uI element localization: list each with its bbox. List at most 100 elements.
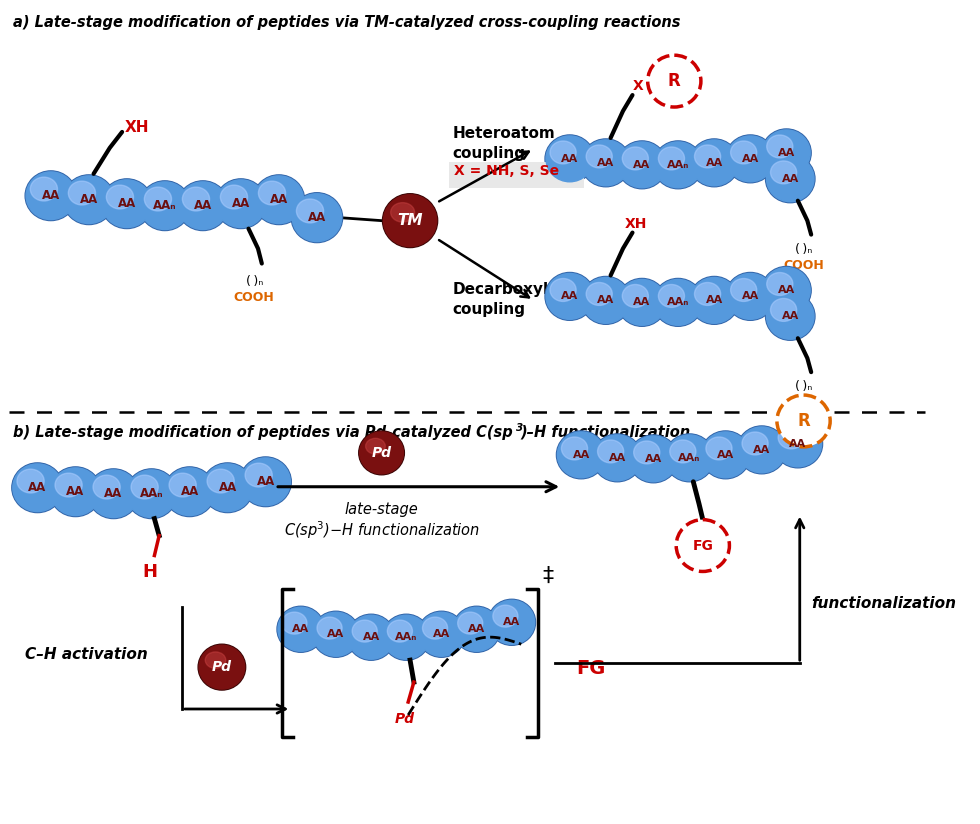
Text: AA: AA — [79, 193, 98, 206]
Text: ( )ₙ: ( )ₙ — [795, 380, 812, 393]
Text: R: R — [797, 412, 809, 430]
Ellipse shape — [245, 463, 272, 487]
Ellipse shape — [88, 469, 139, 518]
Ellipse shape — [131, 475, 158, 499]
Ellipse shape — [50, 467, 101, 517]
Ellipse shape — [359, 431, 405, 475]
Text: late-stage: late-stage — [345, 502, 418, 517]
Ellipse shape — [102, 180, 152, 227]
Ellipse shape — [240, 457, 291, 507]
Ellipse shape — [382, 194, 438, 247]
Ellipse shape — [594, 435, 641, 480]
Ellipse shape — [664, 434, 714, 482]
Text: AA: AA — [363, 632, 379, 642]
Ellipse shape — [203, 464, 252, 512]
Text: AA: AA — [633, 160, 651, 170]
Ellipse shape — [690, 139, 739, 187]
Ellipse shape — [557, 431, 606, 479]
Ellipse shape — [582, 140, 629, 185]
Ellipse shape — [726, 274, 774, 320]
Text: AA: AA — [270, 193, 288, 206]
Text: AA: AA — [782, 174, 799, 184]
Text: AA: AA — [468, 625, 485, 634]
Ellipse shape — [731, 141, 757, 164]
Ellipse shape — [63, 175, 115, 225]
Ellipse shape — [558, 432, 605, 478]
Ellipse shape — [725, 135, 775, 183]
Ellipse shape — [313, 611, 360, 658]
Ellipse shape — [659, 284, 684, 307]
Ellipse shape — [770, 298, 797, 321]
Text: C–H activation: C–H activation — [25, 647, 148, 662]
Text: FG: FG — [692, 539, 713, 553]
Text: AA: AA — [562, 154, 578, 164]
Text: b) Late-stage modification of peptides via Pd-catalyzed C(sp: b) Late-stage modification of peptides v… — [13, 425, 513, 440]
Text: )–H functionalization: )–H functionalization — [520, 425, 691, 440]
Ellipse shape — [417, 611, 466, 658]
Text: AA: AA — [778, 285, 795, 296]
Ellipse shape — [765, 293, 815, 340]
Ellipse shape — [695, 145, 720, 168]
Ellipse shape — [391, 203, 415, 222]
Ellipse shape — [453, 606, 501, 653]
Text: functionalization: functionalization — [811, 596, 956, 611]
Ellipse shape — [691, 140, 738, 185]
Ellipse shape — [654, 141, 703, 189]
Ellipse shape — [634, 441, 660, 464]
Ellipse shape — [617, 141, 666, 189]
Text: AA: AA — [180, 485, 199, 499]
Ellipse shape — [737, 426, 786, 474]
Ellipse shape — [766, 293, 814, 339]
Ellipse shape — [550, 279, 576, 302]
Ellipse shape — [216, 179, 267, 228]
Ellipse shape — [277, 606, 324, 653]
Text: AAₙ: AAₙ — [667, 297, 689, 307]
Ellipse shape — [422, 617, 448, 639]
Ellipse shape — [546, 274, 594, 320]
Ellipse shape — [655, 142, 702, 188]
Text: AA: AA — [67, 485, 84, 499]
Ellipse shape — [458, 612, 483, 634]
Ellipse shape — [770, 161, 797, 184]
Ellipse shape — [177, 180, 228, 231]
Ellipse shape — [488, 599, 535, 645]
Text: COOH: COOH — [783, 259, 824, 272]
Ellipse shape — [629, 435, 678, 483]
Ellipse shape — [348, 616, 394, 659]
Text: COOH: COOH — [234, 292, 274, 304]
Text: AAₙ: AAₙ — [678, 453, 701, 463]
Ellipse shape — [170, 473, 196, 497]
Text: Pd: Pd — [371, 446, 392, 460]
Ellipse shape — [296, 199, 323, 223]
Text: H: H — [142, 564, 157, 582]
Text: AA: AA — [597, 158, 614, 168]
Ellipse shape — [629, 436, 677, 482]
Ellipse shape — [742, 432, 768, 455]
Ellipse shape — [17, 469, 44, 493]
Ellipse shape — [766, 273, 793, 296]
Ellipse shape — [774, 421, 821, 467]
Ellipse shape — [766, 156, 814, 202]
Ellipse shape — [550, 141, 576, 164]
Text: AAₙ: AAₙ — [153, 199, 176, 213]
Ellipse shape — [562, 437, 588, 460]
Ellipse shape — [198, 644, 246, 690]
Text: coupling: coupling — [453, 146, 526, 161]
Text: AA: AA — [105, 487, 122, 500]
Ellipse shape — [586, 283, 612, 306]
Ellipse shape — [659, 147, 684, 170]
Ellipse shape — [669, 440, 696, 463]
Ellipse shape — [26, 172, 75, 219]
Ellipse shape — [545, 273, 595, 321]
Ellipse shape — [618, 142, 665, 188]
Text: AA: AA — [308, 211, 326, 224]
Ellipse shape — [725, 273, 775, 321]
Ellipse shape — [144, 187, 172, 211]
Ellipse shape — [253, 175, 305, 225]
Ellipse shape — [731, 279, 757, 302]
Text: ( )ₙ: ( )ₙ — [795, 242, 812, 255]
Ellipse shape — [761, 129, 811, 177]
Ellipse shape — [12, 463, 63, 513]
Ellipse shape — [676, 520, 729, 572]
Ellipse shape — [493, 605, 517, 627]
